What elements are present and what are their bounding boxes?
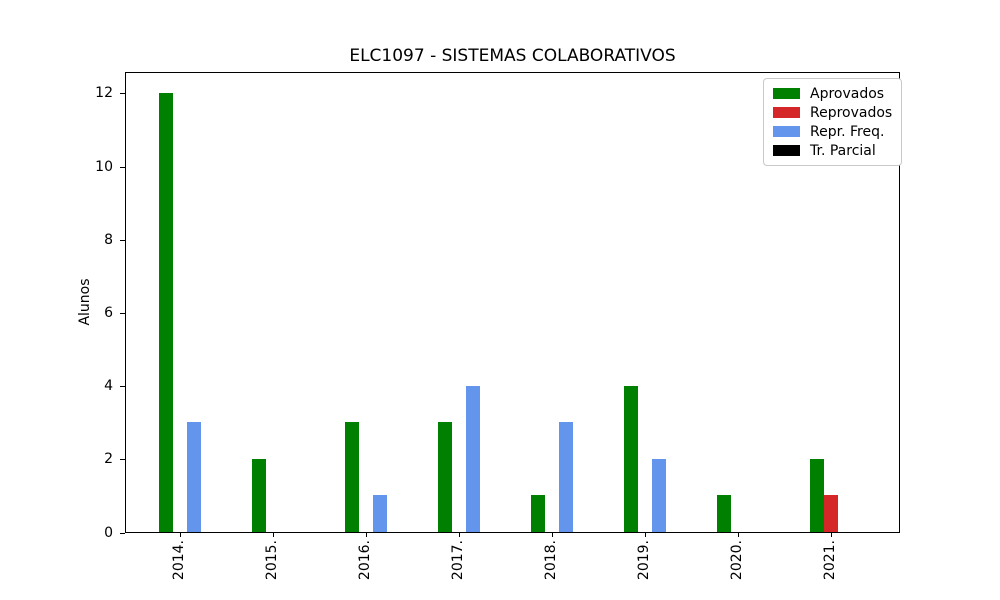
y-tick-label: 0 — [104, 524, 113, 541]
y-tick-label: 8 — [104, 231, 113, 248]
x-tick — [180, 533, 181, 537]
bar-repr-freq-2016 — [373, 495, 387, 532]
bar-aprovados-2019 — [624, 385, 638, 532]
bar-repr-freq-2019 — [652, 458, 666, 532]
y-tick — [120, 239, 125, 241]
bar-aprovados-2014 — [159, 92, 173, 532]
bar-repr-freq-2014 — [187, 422, 201, 532]
legend-swatch-aprovados — [773, 88, 800, 99]
bar-repr-freq-2017 — [466, 385, 480, 532]
bar-aprovados-2021 — [810, 458, 824, 532]
x-tick-label: 2021. — [822, 540, 839, 581]
legend-label: Repr. Freq. — [810, 123, 885, 140]
y-tick-label: 4 — [104, 378, 113, 395]
legend-item-reprovados: Reprovados — [773, 103, 892, 122]
legend-item-aprovados: Aprovados — [773, 84, 892, 103]
x-tick-label: 2018. — [543, 540, 560, 581]
y-tick-label: 12 — [95, 85, 113, 102]
legend-swatch-reprovados — [773, 107, 800, 118]
legend: Aprovados Reprovados Repr. Freq. Tr. Parcia… — [763, 78, 903, 166]
y-tick — [120, 386, 125, 388]
y-tick-label: 2 — [104, 451, 113, 468]
legend-label: Aprovados — [810, 85, 885, 102]
y-tick — [120, 532, 125, 534]
x-tick-label: 2017. — [450, 540, 467, 581]
legend-swatch-repr-freq — [773, 126, 800, 137]
x-tick — [366, 533, 367, 537]
bar-repr-freq-2018 — [559, 422, 573, 532]
legend-label: Tr. Parcial — [810, 142, 876, 159]
bar-aprovados-2020 — [717, 495, 731, 532]
legend-label: Reprovados — [810, 104, 893, 121]
bar-aprovados-2015 — [252, 458, 266, 532]
y-tick — [120, 312, 125, 314]
x-tick-label: 2016. — [357, 540, 374, 581]
legend-item-tr-parcial: Tr. Parcial — [773, 141, 892, 160]
x-tick — [831, 533, 832, 537]
y-tick — [120, 93, 125, 95]
bar-aprovados-2018 — [531, 495, 545, 532]
bar-reprovados-2021 — [824, 495, 838, 532]
y-tick-label: 10 — [95, 158, 113, 175]
x-tick — [738, 533, 739, 537]
x-tick — [459, 533, 460, 537]
bar-aprovados-2017 — [438, 422, 452, 532]
chart-title: ELC1097 - SISTEMAS COLABORATIVOS — [349, 46, 676, 66]
x-tick-label: 2015. — [264, 540, 281, 581]
bar-aprovados-2016 — [345, 422, 359, 532]
legend-swatch-tr-parcial — [773, 145, 800, 156]
legend-item-repr-freq: Repr. Freq. — [773, 122, 892, 141]
y-tick-label: 6 — [104, 304, 113, 321]
x-tick-label: 2019. — [636, 540, 653, 581]
x-tick — [645, 533, 646, 537]
x-tick — [273, 533, 274, 537]
y-tick — [120, 166, 125, 168]
x-tick-label: 2014. — [171, 540, 188, 581]
y-tick — [120, 459, 125, 461]
x-tick-label: 2020. — [729, 540, 746, 581]
x-tick — [552, 533, 553, 537]
